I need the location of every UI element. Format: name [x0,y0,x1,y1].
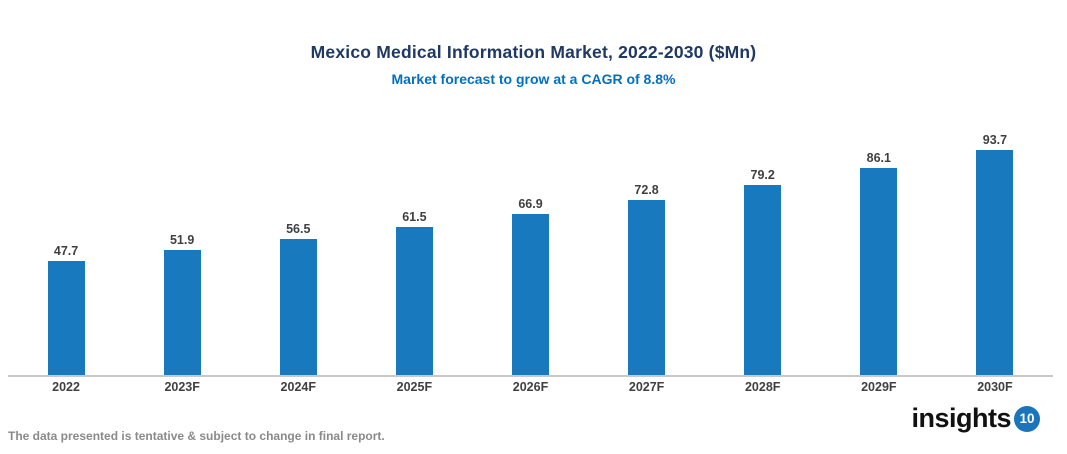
x-axis-label: 2022 [52,380,80,394]
bar-value-label: 51.9 [169,232,195,247]
x-axis-label: 2026F [512,380,549,394]
bar-value-label: 66.9 [518,196,543,211]
x-axis-label: 2030F [977,380,1013,394]
x-axis-label: 2024F [280,380,316,394]
x-axis-labels: 2022 2023F 2024F 2025F 2026F 2027F 2028F 2029F 2… [8,380,1053,394]
insights10-logo: insights 10 [911,405,1040,432]
bar [744,185,782,375]
logo-badge-icon: 10 [1014,405,1040,432]
x-axis-label: 2027F [628,380,665,394]
bar-value-label: 61.5 [402,209,427,224]
bar-value-label: 93.7 [982,132,1008,147]
bar-column: 47.7 [8,243,124,375]
bar-column: 61.5 [356,209,472,375]
bar-column: 93.7 [937,132,1053,375]
x-axis-label: 2029F [861,380,897,394]
bar-chart-plot-area: 47.7 51.9 56.5 61.5 66.9 72.8 79.2 86.1 93.7 [8,125,1053,377]
bar [163,250,201,375]
bar [628,200,666,375]
bar-value-label: 72.8 [634,182,659,197]
chart-title: Mexico Medical Information Market, 2022-… [310,42,757,62]
bar-value-label: 47.7 [53,243,79,258]
bar-column: 79.2 [705,167,821,375]
bar-column: 66.9 [472,196,588,375]
bar [860,168,898,375]
bar-value-label: 86.1 [866,150,891,165]
x-axis-label: 2025F [396,380,433,394]
bar [511,214,549,375]
bar-column: 56.5 [240,221,356,375]
bar [395,227,433,375]
bar-column: 86.1 [821,150,937,375]
bar-column: 72.8 [589,182,705,375]
bar [279,239,317,375]
chart-subtitle: Market forecast to grow at a CAGR of 8.8… [391,71,676,87]
disclaimer-text: The data presented is tentative & subjec… [8,429,385,443]
bar-column: 51.9 [124,232,240,375]
bar [47,261,85,375]
logo-wordmark: insights [911,403,1011,433]
bar-value-label: 56.5 [286,221,311,236]
x-axis-label: 2028F [744,380,781,394]
bar [976,150,1014,375]
x-axis-label: 2023F [164,380,200,394]
bar-value-label: 79.2 [750,167,775,182]
